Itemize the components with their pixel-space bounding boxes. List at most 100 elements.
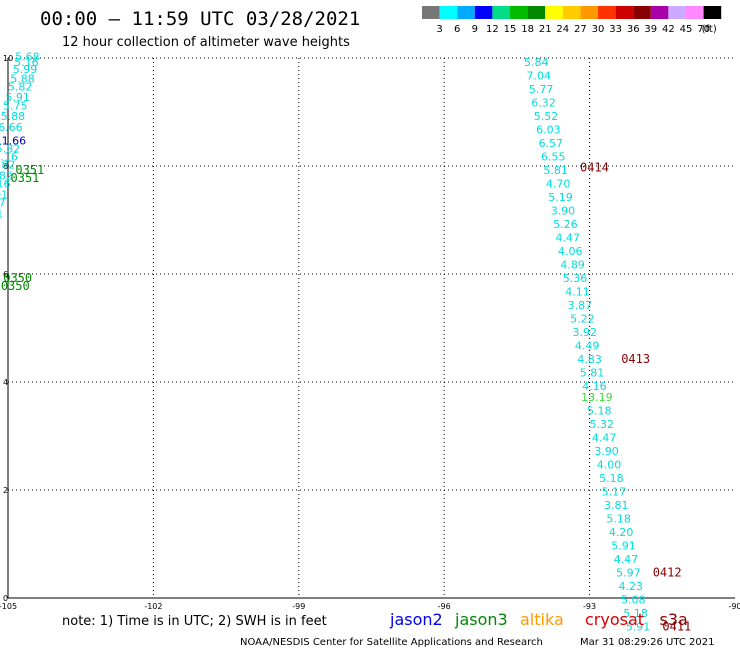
data-label: 5.91 <box>611 539 636 552</box>
data-label: 5.82 <box>0 159 15 172</box>
data-label: 5.84 <box>524 56 549 69</box>
data-label: 4.49 <box>575 340 600 353</box>
data-label: 6.57 <box>539 137 564 150</box>
data-label: 5.17 <box>602 485 627 498</box>
time-label: 0351 <box>11 171 40 185</box>
data-label: 4.47 <box>592 431 617 444</box>
legend-swatch <box>422 6 440 19</box>
x-tick-label: -99 <box>292 602 305 611</box>
chart-subtitle: 12 hour collection of altimeter wave hei… <box>62 35 350 50</box>
chart-title: 00:00 – 11:59 UTC 03/28/2021 <box>40 8 360 30</box>
legend-swatch <box>703 6 722 19</box>
legend-label: 18 <box>521 24 534 35</box>
time-label: 0350 <box>1 279 30 293</box>
legend-swatch <box>492 6 510 19</box>
legend-label: 30 <box>592 24 605 35</box>
data-label: 5.08 <box>621 593 646 606</box>
legend-swatch <box>580 6 598 19</box>
data-label: 4.47 <box>556 232 581 245</box>
data-label: 5.97 <box>616 566 641 579</box>
data-label: 5.82 <box>0 170 13 183</box>
data-label: 5.99 <box>13 63 38 76</box>
data-label: 5.18 <box>587 404 612 417</box>
legend-unit: (ft) <box>702 24 717 35</box>
time-label: 0351 <box>15 163 44 177</box>
data-label: 5.91 <box>0 207 3 220</box>
data-label: 5.18 <box>606 512 631 525</box>
data-label: 7.04 <box>526 70 551 83</box>
data-label: 5.81 <box>543 164 568 177</box>
legend-swatch <box>598 6 616 19</box>
data-label: 5.07 <box>0 197 6 210</box>
legend-swatch <box>474 6 493 19</box>
legend-label: 33 <box>609 24 622 35</box>
legend-swatch <box>545 6 563 19</box>
timestamp-text: Mar 31 08:29:26 UTC 2021 <box>580 637 715 648</box>
data-label: 5.88 <box>1 110 26 123</box>
y-tick-label: 10 <box>3 54 13 63</box>
data-label: 5.91 <box>5 91 30 104</box>
satellite-legend-cryosat: cryosat <box>585 610 644 629</box>
data-label: 5.91 <box>0 188 8 201</box>
legend-label: 70 <box>697 24 710 35</box>
data-label: 13.19 <box>581 391 613 404</box>
data-label: 4.23 <box>619 580 644 593</box>
data-label: 6.32 <box>531 97 556 110</box>
data-label: 5.77 <box>529 83 554 96</box>
legend-label: 3 <box>436 24 442 35</box>
data-label: 4.11 <box>565 286 590 299</box>
legend-swatch <box>686 6 704 19</box>
time-label: 0413 <box>621 352 650 366</box>
data-label: 5.82 <box>0 143 20 156</box>
data-label: 5.16 <box>0 151 18 164</box>
data-label: 5.16 <box>0 178 11 191</box>
data-label: 4.16 <box>582 380 607 393</box>
x-tick-label: -93 <box>583 602 596 611</box>
data-label: 5.18 <box>623 607 648 620</box>
legend-label: 6 <box>454 24 460 35</box>
data-label: 3.81 <box>604 499 629 512</box>
time-label: 0350 <box>3 271 32 285</box>
data-label: 6.66 <box>0 121 23 134</box>
legend-swatch <box>633 6 651 19</box>
satellite-legend-s3a: s3a <box>660 610 688 629</box>
time-label: 0411 <box>662 619 691 633</box>
legend-swatch <box>650 6 669 19</box>
legend-label: 21 <box>539 24 552 35</box>
x-tick-label: -96 <box>438 602 451 611</box>
data-label: 3.87 <box>568 299 593 312</box>
data-label: 5.81 <box>580 367 605 380</box>
data-label: 3.92 <box>573 326 598 339</box>
legend-label: 42 <box>662 24 675 35</box>
data-label: 5.26 <box>553 218 578 231</box>
legend-label: 12 <box>486 24 499 35</box>
legend-swatch <box>668 6 686 19</box>
data-label: 5.68 <box>15 51 40 64</box>
data-label: 4.89 <box>560 259 585 272</box>
y-tick-label: 2 <box>3 486 8 495</box>
time-label: 0412 <box>653 565 682 579</box>
x-tick-label: -102 <box>144 602 162 611</box>
data-label: 5.52 <box>534 110 559 123</box>
legend-swatch <box>615 6 634 19</box>
satellite-legend-jason2: jason2 <box>389 610 443 629</box>
data-label: 4.06 <box>558 245 583 258</box>
data-label: 4.20 <box>609 526 634 539</box>
data-label: 4.47 <box>614 553 639 566</box>
data-label: 5.16 <box>14 56 39 69</box>
data-label: 5.18 <box>599 472 624 485</box>
data-label: 5.22 <box>570 313 595 326</box>
legend-swatch <box>457 6 475 19</box>
satellite-legend-altika: altika <box>520 610 564 629</box>
data-label: 3.90 <box>551 205 576 218</box>
legend-label: 45 <box>680 24 693 35</box>
legend-label: 9 <box>472 24 478 35</box>
legend-swatch <box>510 6 528 19</box>
data-label: 11.66 <box>0 134 26 147</box>
data-label: 5.82 <box>8 80 33 93</box>
legend-label: 36 <box>627 24 640 35</box>
data-label: 3.90 <box>594 445 619 458</box>
data-label: 5.36 <box>563 272 588 285</box>
